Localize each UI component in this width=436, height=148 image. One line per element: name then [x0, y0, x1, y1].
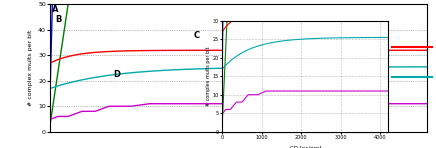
Text: E: E [355, 118, 361, 127]
Text: D: D [113, 70, 120, 79]
Text: A: A [52, 5, 58, 14]
Y-axis label: # complex mults per bit: # complex mults per bit [206, 46, 211, 106]
Text: B: B [55, 15, 61, 24]
X-axis label: CD [ps/nm]: CD [ps/nm] [290, 146, 321, 148]
Text: C: C [194, 30, 200, 40]
Y-axis label: # complex mults per bit: # complex mults per bit [27, 30, 33, 106]
